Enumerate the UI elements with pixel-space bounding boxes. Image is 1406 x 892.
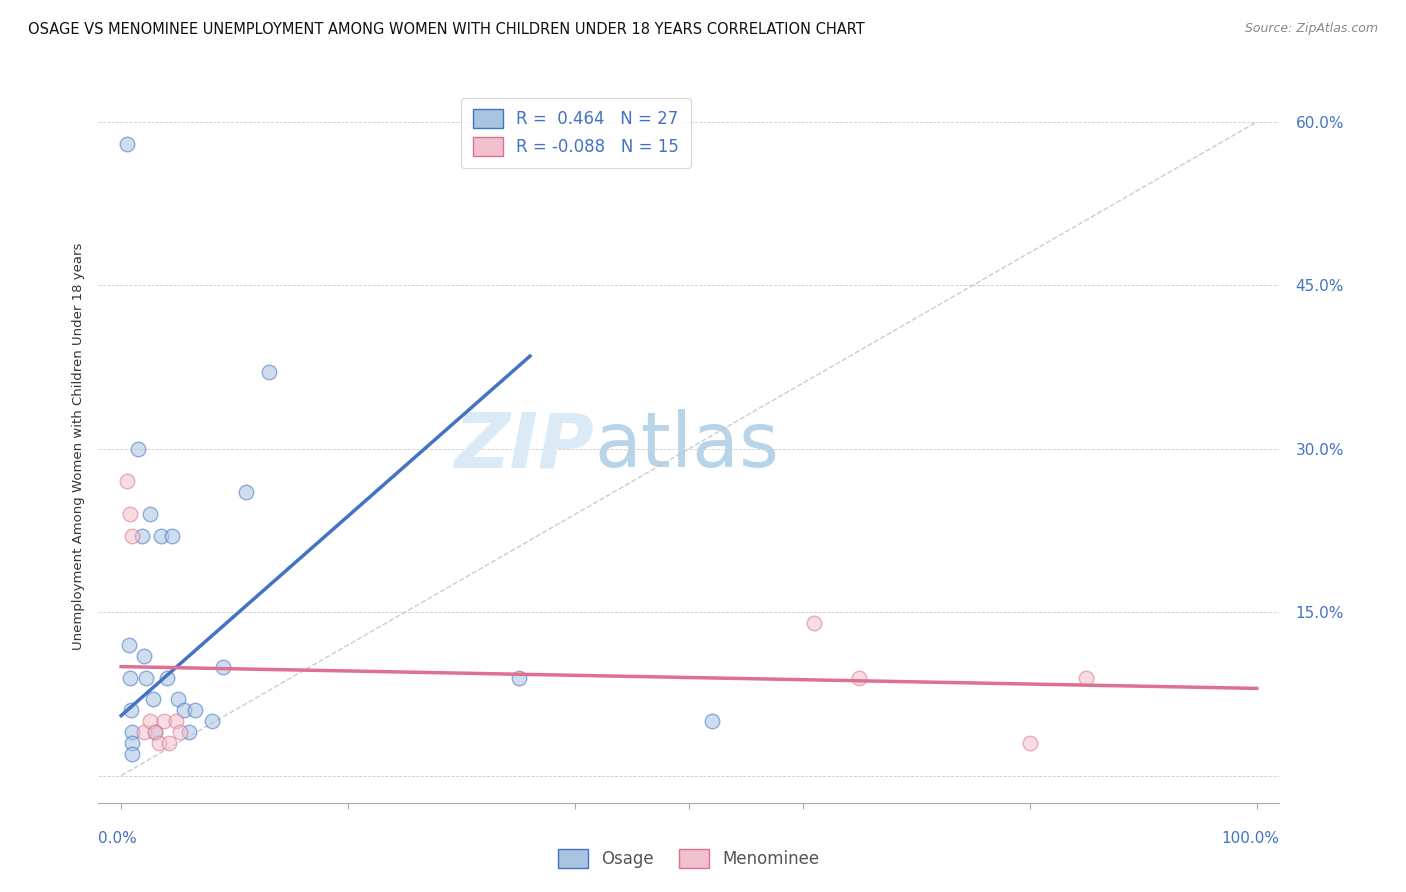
- Point: [184, 703, 207, 717]
- Point: [803, 615, 825, 630]
- Text: atlas: atlas: [595, 409, 779, 483]
- Point: [120, 671, 142, 685]
- Point: [118, 638, 141, 652]
- Y-axis label: Unemployment Among Women with Children Under 18 years: Unemployment Among Women with Children U…: [72, 243, 84, 649]
- Point: [149, 529, 172, 543]
- Point: [1076, 671, 1098, 685]
- Point: [135, 671, 157, 685]
- Point: [162, 529, 183, 543]
- Point: [121, 725, 143, 739]
- Point: [169, 725, 191, 739]
- Point: [127, 442, 149, 456]
- Point: [148, 736, 170, 750]
- Point: [143, 725, 166, 739]
- Point: [121, 747, 143, 761]
- Point: [700, 714, 723, 728]
- Text: ZIP: ZIP: [454, 409, 595, 483]
- Point: [120, 507, 142, 521]
- Point: [131, 529, 153, 543]
- Text: OSAGE VS MENOMINEE UNEMPLOYMENT AMONG WOMEN WITH CHILDREN UNDER 18 YEARS CORRELA: OSAGE VS MENOMINEE UNEMPLOYMENT AMONG WO…: [28, 22, 865, 37]
- Point: [508, 671, 530, 685]
- Point: [173, 703, 195, 717]
- Point: [165, 714, 187, 728]
- Point: [121, 736, 143, 750]
- Point: [142, 692, 165, 706]
- Legend: Osage, Menominee: Osage, Menominee: [550, 840, 828, 877]
- Point: [848, 671, 870, 685]
- Point: [143, 725, 166, 739]
- Point: [115, 475, 138, 489]
- Point: [132, 725, 155, 739]
- Point: [120, 703, 142, 717]
- Point: [1018, 736, 1040, 750]
- Point: [157, 736, 180, 750]
- Point: [115, 136, 138, 151]
- Point: [212, 659, 235, 673]
- Point: [179, 725, 201, 739]
- Point: [153, 714, 176, 728]
- Point: [155, 671, 177, 685]
- Point: [257, 366, 280, 380]
- Text: Source: ZipAtlas.com: Source: ZipAtlas.com: [1244, 22, 1378, 36]
- Point: [121, 529, 143, 543]
- Point: [132, 648, 155, 663]
- Point: [201, 714, 224, 728]
- Text: 100.0%: 100.0%: [1222, 831, 1279, 846]
- Point: [138, 714, 160, 728]
- Text: 0.0%: 0.0%: [98, 831, 138, 846]
- Point: [138, 507, 160, 521]
- Point: [235, 485, 257, 500]
- Point: [167, 692, 190, 706]
